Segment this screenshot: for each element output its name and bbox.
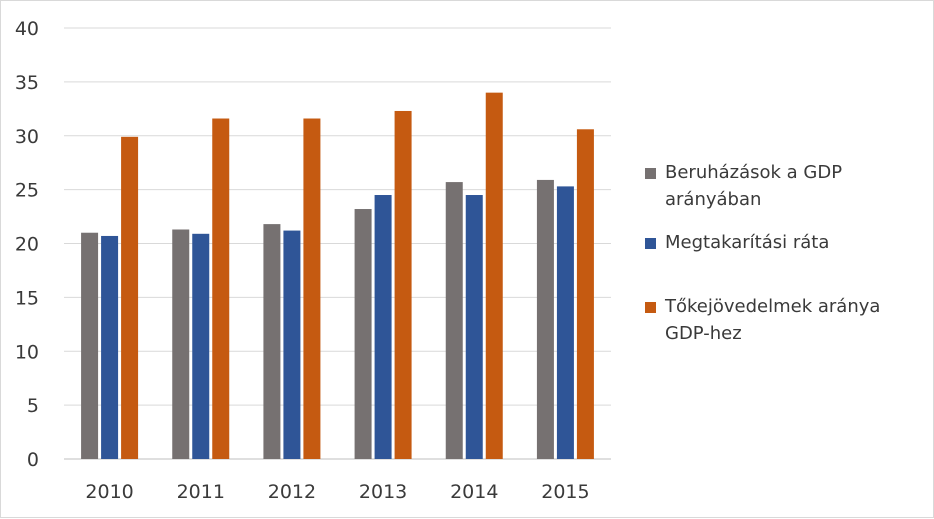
bar-2010-series-2 bbox=[121, 136, 139, 459]
x-tick-label: 2011 bbox=[177, 481, 225, 503]
x-tick-label: 2014 bbox=[450, 481, 498, 503]
bar-2011-series-1 bbox=[192, 233, 210, 459]
legend-swatch-investment bbox=[645, 168, 656, 179]
legend: Beruházások a GDP arányában Megtakarítás… bbox=[643, 159, 929, 347]
x-tick-label: 2013 bbox=[359, 481, 407, 503]
bar-2010-series-0 bbox=[81, 232, 99, 459]
legend-swatch-capital-income bbox=[645, 302, 656, 313]
bar-2015-series-0 bbox=[536, 179, 554, 460]
bar-2013-series-1 bbox=[374, 195, 392, 459]
x-tick-label: 2015 bbox=[541, 481, 589, 503]
legend-item-investment: Beruházások a GDP arányában bbox=[643, 159, 929, 213]
x-tick-label: 2012 bbox=[268, 481, 316, 503]
bar-2011-series-2 bbox=[212, 118, 230, 459]
legend-item-capital-income: Tőkejövedelmek aránya GDP-hez bbox=[643, 293, 929, 347]
x-axis-tick-labels: 2010 2011 2012 2013 2014 2015 bbox=[85, 481, 589, 503]
gridlines bbox=[64, 27, 611, 460]
y-tick-label: 25 bbox=[15, 180, 39, 202]
y-tick-label: 40 bbox=[15, 18, 39, 40]
x-tick-label: 2010 bbox=[85, 481, 133, 503]
bar-2012-series-2 bbox=[303, 118, 321, 459]
y-tick-label: 5 bbox=[27, 395, 39, 417]
y-tick-label: 20 bbox=[15, 234, 39, 256]
bar-2011-series-0 bbox=[172, 229, 190, 459]
legend-label-investment: Beruházások a GDP arányában bbox=[665, 162, 843, 210]
bar-2012-series-0 bbox=[263, 224, 281, 459]
legend-swatch-savings bbox=[645, 238, 656, 249]
y-tick-label: 35 bbox=[15, 72, 39, 94]
y-tick-label: 0 bbox=[27, 449, 39, 471]
bar-2015-series-1 bbox=[556, 186, 574, 459]
y-tick-label: 10 bbox=[15, 341, 39, 363]
bar-2010-series-1 bbox=[101, 235, 119, 459]
legend-item-savings: Megtakarítási ráta bbox=[643, 229, 929, 256]
bar-2013-series-0 bbox=[354, 209, 372, 459]
bar-2012-series-1 bbox=[283, 230, 301, 459]
legend-label-capital-income: Tőkejövedelmek aránya GDP-hez bbox=[665, 296, 881, 344]
bar-2014-series-0 bbox=[445, 182, 463, 459]
legend-label-savings: Megtakarítási ráta bbox=[665, 232, 830, 253]
y-axis-tick-labels: 0 5 10 15 20 25 30 35 40 bbox=[15, 18, 39, 471]
y-tick-label: 15 bbox=[15, 287, 39, 309]
bar-2014-series-2 bbox=[485, 92, 503, 460]
bars bbox=[81, 92, 594, 460]
bar-2014-series-1 bbox=[465, 195, 483, 459]
y-tick-label: 30 bbox=[15, 126, 39, 148]
bar-2015-series-2 bbox=[576, 129, 594, 459]
bar-2013-series-2 bbox=[394, 110, 412, 459]
